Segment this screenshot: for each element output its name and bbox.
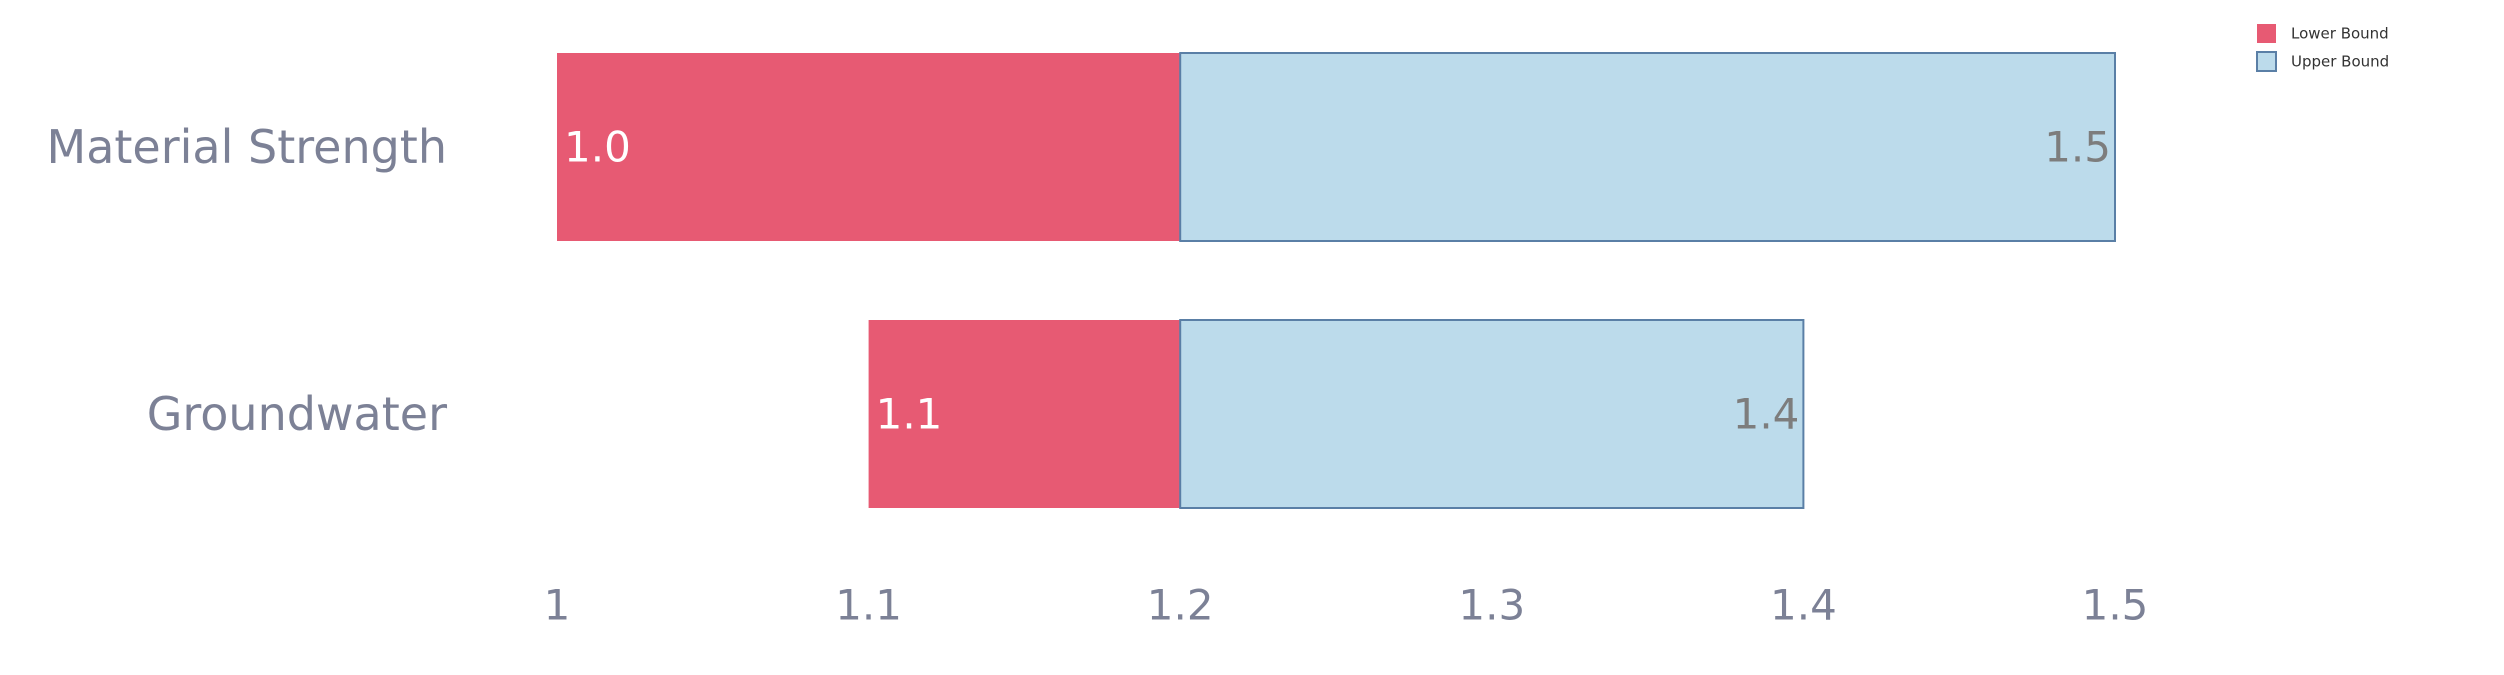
bar-upper-bound	[1179, 319, 1805, 509]
value-label-lower: 1.0	[564, 123, 631, 172]
category-label: Material Strength	[47, 120, 447, 174]
x-tick-label: 1.5	[2082, 581, 2149, 630]
category-label: Groundwater	[147, 387, 447, 441]
value-label-lower: 1.1	[876, 390, 943, 439]
category-labels: Material Strength Groundwater	[47, 120, 448, 441]
legend-swatch	[2256, 51, 2277, 72]
x-tick-label: 1.4	[1770, 581, 1837, 630]
bar-lower-bound	[868, 320, 1181, 508]
bars-layer: 1.0 1.5 1.1 1.4	[557, 52, 2116, 509]
bar-lower-bound	[557, 53, 1181, 241]
legend-label: Lower Bound	[2291, 25, 2389, 43]
legend-swatch	[2257, 24, 2276, 43]
bar-upper-bound	[1179, 52, 2116, 242]
x-tick-label: 1.1	[835, 581, 902, 630]
value-label-upper: 1.4	[1733, 390, 1800, 439]
x-tick-label: 1.2	[1147, 581, 1214, 630]
x-axis-ticks: 1 1.1 1.2 1.3 1.4 1.5	[544, 581, 2149, 630]
legend-label: Upper Bound	[2291, 53, 2389, 71]
x-tick-label: 1	[544, 581, 571, 630]
value-label-upper: 1.5	[2044, 123, 2111, 172]
legend: Lower Bound Upper Bound	[2256, 24, 2389, 72]
x-tick-label: 1.3	[1458, 581, 1525, 630]
